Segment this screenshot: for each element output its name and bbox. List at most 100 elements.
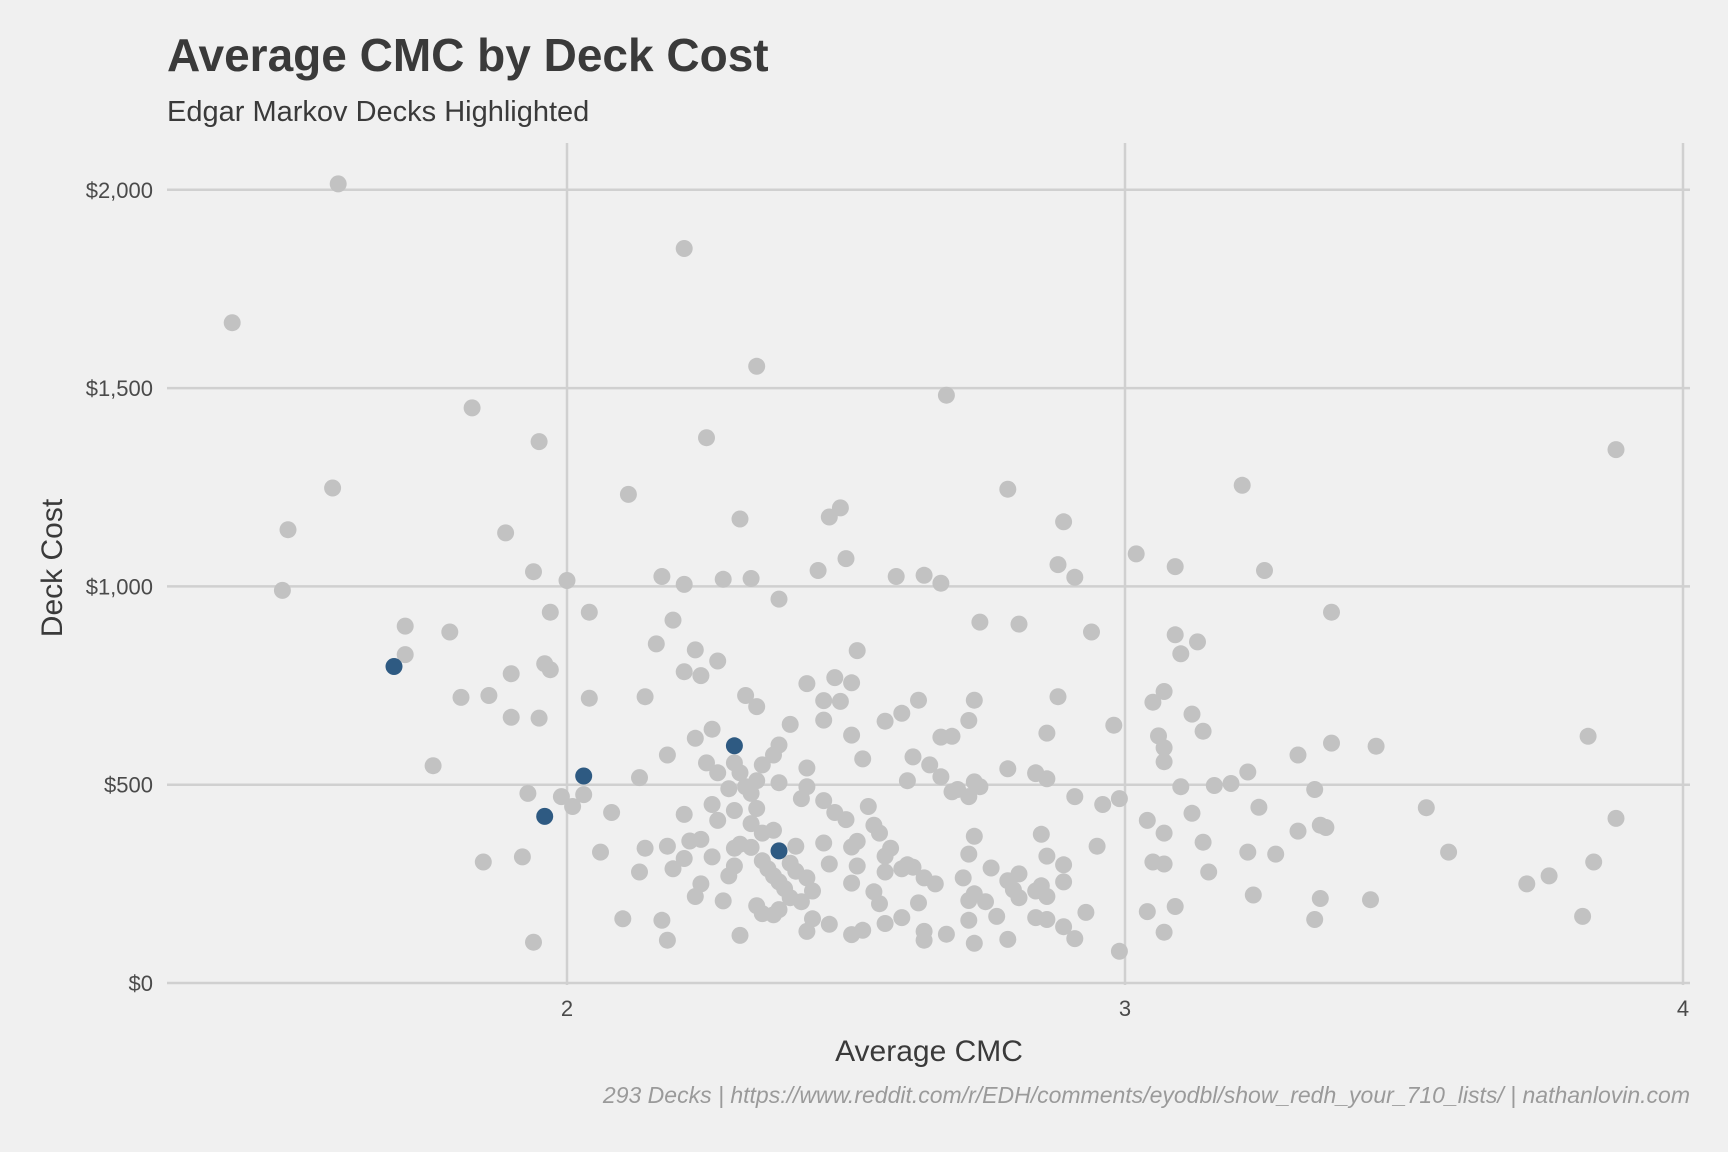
data-point-other: [1323, 734, 1340, 752]
data-point-other: [848, 832, 866, 850]
data-point-other: [798, 922, 816, 940]
data-point-other: [653, 568, 671, 585]
data-point-other: [999, 930, 1017, 948]
data-point-other: [960, 911, 978, 929]
data-point-other: [1066, 568, 1084, 586]
data-point-other: [1055, 918, 1073, 936]
data-point-other: [664, 611, 682, 629]
data-point-other: [424, 757, 442, 775]
data-point-other: [893, 704, 911, 722]
data-point-other: [798, 759, 816, 777]
data-point-other: [1155, 683, 1173, 700]
data-point-other: [1155, 824, 1173, 842]
data-point-other: [843, 674, 861, 692]
data-point-other: [982, 859, 1000, 877]
data-point-other: [815, 692, 833, 710]
data-point-other: [497, 524, 515, 542]
data-point-other: [1311, 816, 1329, 834]
data-point-other: [843, 726, 861, 744]
data-point-other: [831, 692, 849, 710]
data-point-other: [837, 811, 855, 829]
data-point-other: [1239, 843, 1257, 861]
data-point-other: [731, 764, 749, 782]
data-point-other: [720, 780, 738, 798]
data-point-other: [675, 805, 693, 823]
data-point-other: [675, 850, 693, 867]
data-point-other: [592, 843, 609, 861]
data-point-other: [943, 783, 961, 801]
data-point-other: [541, 603, 559, 621]
data-point-other: [1038, 911, 1056, 928]
data-point-other: [619, 485, 637, 503]
data-point-other: [915, 931, 933, 949]
data-point-other: [837, 550, 855, 568]
data-point-other: [502, 708, 520, 726]
data-point-other: [703, 720, 721, 738]
data-point-other: [1138, 903, 1156, 921]
data-point-other: [463, 399, 481, 417]
data-point-highlight: [385, 658, 403, 675]
data-point-other: [1574, 907, 1592, 925]
data-point-highlight: [575, 767, 593, 785]
data-point-other: [698, 754, 715, 772]
data-point-other: [1362, 891, 1379, 909]
data-point-other: [971, 613, 989, 631]
data-point-other: [999, 760, 1017, 778]
data-point-other: [1032, 825, 1050, 843]
data-point-other: [223, 314, 241, 332]
data-point-other: [653, 911, 671, 929]
data-point-other: [753, 824, 771, 842]
data-point-other: [898, 772, 916, 790]
data-point-other: [714, 892, 732, 910]
data-point-other: [1110, 790, 1128, 808]
data-point-other: [1094, 796, 1112, 813]
data-point-other: [1055, 873, 1073, 891]
data-point-other: [709, 764, 727, 782]
data-point-other: [848, 857, 866, 875]
data-point-other: [859, 798, 877, 815]
data-point-other: [1110, 942, 1128, 960]
data-point-other: [921, 756, 939, 774]
data-point-other: [273, 581, 291, 599]
data-point-other: [324, 479, 342, 497]
data-point-other: [809, 562, 827, 579]
data-point-other: [1323, 603, 1340, 621]
data-point-other: [1027, 765, 1045, 783]
data-point-other: [530, 433, 548, 451]
x-tick-label: 2: [561, 996, 573, 1021]
data-point-other: [279, 521, 297, 539]
data-point-other: [820, 915, 838, 933]
data-point-other: [1194, 722, 1212, 740]
data-point-other: [1607, 441, 1625, 459]
x-tick-label: 3: [1119, 996, 1131, 1021]
data-point-other: [1105, 716, 1123, 734]
data-point-other: [871, 895, 888, 913]
data-point-other: [887, 568, 905, 585]
data-point-other: [692, 667, 710, 685]
data-point-other: [932, 574, 950, 592]
data-point-other: [742, 838, 760, 856]
data-point-other: [1222, 775, 1240, 792]
data-point-other: [826, 669, 844, 687]
data-point-other: [971, 778, 989, 796]
data-point-other: [798, 869, 816, 887]
data-point-other: [753, 756, 771, 774]
data-point-other: [1267, 845, 1285, 863]
data-point-other: [703, 796, 721, 813]
data-point-other: [1166, 626, 1184, 644]
data-point-other: [910, 691, 927, 709]
data-point-other: [742, 570, 760, 587]
data-point-other: [1155, 753, 1173, 771]
data-point-other: [937, 386, 955, 404]
data-point-other: [815, 834, 833, 852]
data-point-other: [575, 786, 593, 804]
data-point-other: [1205, 777, 1223, 794]
data-point-other: [977, 893, 994, 911]
x-tick-label: 4: [1677, 996, 1689, 1021]
data-point-highlight: [536, 807, 554, 825]
data-point-other: [731, 510, 749, 528]
data-point-other: [480, 687, 498, 704]
data-point-other: [636, 839, 654, 857]
data-point-other: [820, 855, 838, 873]
data-point-other: [1440, 843, 1458, 861]
